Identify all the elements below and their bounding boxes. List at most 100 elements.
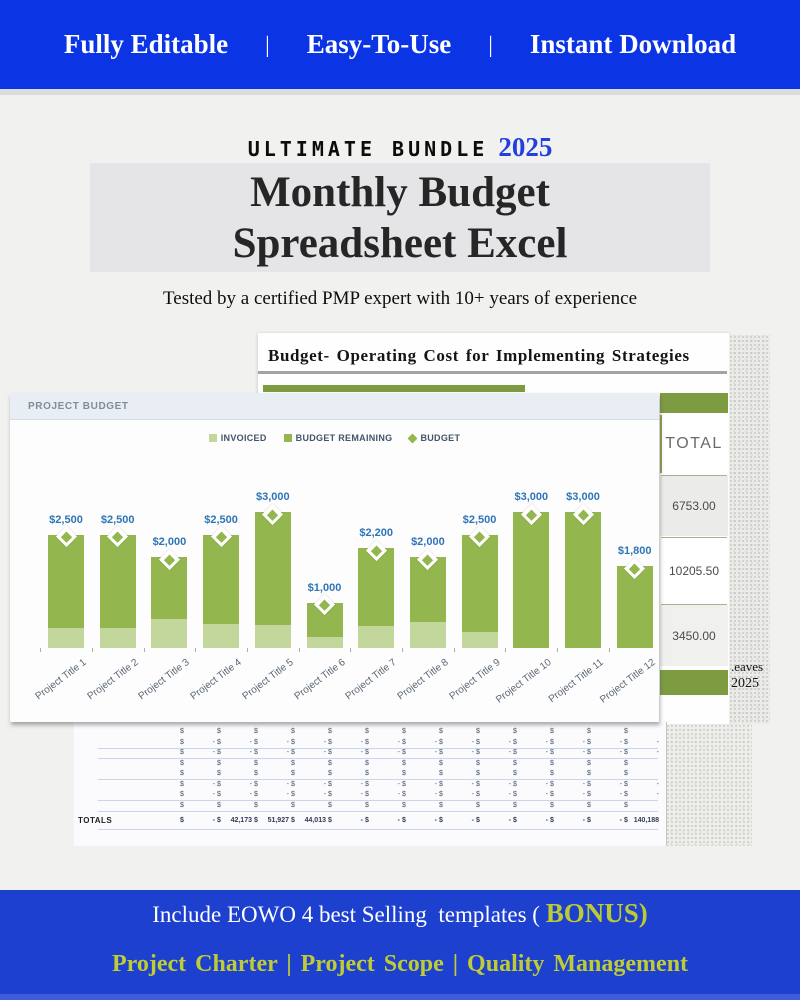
totals-cell: $51,927 bbox=[254, 817, 289, 824]
table-cell: $ - bbox=[550, 738, 585, 746]
table-cell: $ - bbox=[402, 749, 437, 756]
table-cell: $ bbox=[439, 728, 443, 735]
total-left-rule bbox=[660, 415, 662, 473]
table-cell: $ - bbox=[550, 780, 585, 788]
total-cell: 6753.00 bbox=[660, 476, 728, 536]
totals-cell: $ - bbox=[365, 817, 400, 824]
table-cell: $ bbox=[513, 728, 517, 735]
bar-invoiced-segment bbox=[306, 636, 343, 648]
legend-item: INVOICED bbox=[208, 433, 267, 443]
table-cell: $ - bbox=[291, 791, 326, 798]
table-cell: $ - bbox=[254, 780, 289, 788]
x-axis-label: Project Title 12 bbox=[597, 657, 658, 706]
banner-separator: | bbox=[265, 31, 270, 57]
bar-invoiced-segment bbox=[48, 627, 84, 648]
budget-diamond-inner-icon bbox=[629, 562, 641, 575]
totals-cell: $ - bbox=[180, 817, 215, 824]
budget-diamond-inner-icon bbox=[215, 530, 227, 543]
table-cell: $ - bbox=[180, 791, 215, 798]
total-footer-block bbox=[660, 670, 728, 695]
table-cell: $ bbox=[587, 770, 591, 777]
x-axis-tick bbox=[246, 648, 248, 652]
table-cell: $ bbox=[513, 759, 517, 767]
top-banner-edge bbox=[0, 89, 800, 95]
bar-project-8 bbox=[409, 557, 446, 648]
table-cell: $ - bbox=[624, 780, 659, 788]
total-label: TOTAL bbox=[660, 413, 728, 475]
table-cell: $ bbox=[476, 770, 480, 777]
table-cell: $ - bbox=[587, 749, 622, 756]
table-cell: $ - bbox=[254, 749, 289, 756]
totals-label: TOTALS bbox=[78, 816, 113, 825]
bar-project-11 bbox=[565, 512, 601, 648]
bar-data-label: $2,500 bbox=[100, 513, 135, 526]
table-cell: $ bbox=[291, 759, 295, 767]
legend-square-marker-icon bbox=[208, 434, 217, 442]
templates-line: Project Charter | Project Scope | Qualit… bbox=[111, 951, 689, 977]
bar-data-label: $2,500 bbox=[204, 513, 238, 526]
legend-label: BUDGET REMAINING bbox=[295, 433, 393, 443]
product-title: Monthly Budget Spreadsheet Excel bbox=[90, 163, 710, 272]
table-cell: $ - bbox=[439, 749, 474, 756]
table-cell: $ - bbox=[624, 791, 659, 798]
budget-diamond-inner-icon bbox=[525, 508, 537, 520]
totals-cell: $44,013 bbox=[291, 817, 326, 824]
table-rule bbox=[98, 747, 658, 749]
bar-project-5 bbox=[254, 512, 291, 648]
bonus-line-prefix: Include EOWO 4 best Selling templates ( bbox=[152, 902, 546, 927]
table-cell: $ bbox=[254, 801, 258, 809]
table-cell: $ - bbox=[217, 780, 252, 788]
table-cell: $ - bbox=[587, 780, 622, 788]
table-cell: $ bbox=[291, 801, 295, 809]
table-cell: $ bbox=[328, 728, 332, 735]
table-cell: $ - bbox=[217, 749, 252, 756]
table-cell: $ bbox=[365, 759, 369, 767]
table-cell: $ - bbox=[476, 738, 511, 746]
table-cell: $ bbox=[550, 801, 554, 809]
banner-item: Easy-To-Use bbox=[306, 29, 452, 59]
table-cell: $ - bbox=[587, 738, 622, 746]
table-cell: $ bbox=[624, 770, 628, 777]
table-cell: $ - bbox=[513, 791, 548, 798]
bar-data-label: $1,800 bbox=[617, 545, 652, 558]
budget-table: $ $ $ $ $ $ $ $ $ $ $ $ $ $ - $ - $ - $ - $ - $ - $ - $ - $ - $ - $ - $ - $ - $… bbox=[74, 722, 667, 846]
product-title-line2: Spreadsheet Excel bbox=[232, 220, 568, 267]
table-rule bbox=[98, 779, 658, 780]
bonus-accent: BONUS) bbox=[545, 898, 648, 928]
table-cell: $ bbox=[550, 759, 554, 767]
table-cell: $ - bbox=[513, 749, 548, 756]
table-cell: $ - bbox=[180, 749, 215, 756]
table-cell: $ bbox=[402, 728, 406, 735]
total-header-block bbox=[660, 393, 728, 413]
budget-diamond-inner-icon bbox=[60, 530, 72, 543]
bar-project-3 bbox=[151, 557, 188, 648]
totals-cell: $ - bbox=[439, 817, 474, 824]
bar-data-label: $2,500 bbox=[462, 513, 497, 526]
bar-data-label: $2,500 bbox=[49, 513, 83, 526]
bar-invoiced-segment bbox=[99, 627, 136, 648]
banner-item: Instant Download bbox=[529, 29, 737, 59]
table-cell: $ - bbox=[402, 738, 437, 746]
budget-diamond-inner-icon bbox=[370, 544, 382, 556]
bar-invoiced-segment bbox=[151, 618, 188, 648]
x-axis-tick bbox=[91, 648, 93, 652]
bar-invoiced-segment bbox=[254, 625, 291, 648]
totals-cell: $ - bbox=[513, 817, 548, 824]
bonus-line: Include EOWO 4 best Selling templates ( … bbox=[152, 898, 647, 929]
table-rule bbox=[98, 758, 658, 759]
chart-title: PROJECT BUDGET bbox=[28, 400, 129, 412]
totals-cell: $ - bbox=[402, 817, 437, 824]
table-cell: $ bbox=[624, 759, 628, 767]
table-cell: $ bbox=[328, 759, 332, 767]
table-cell: $ - bbox=[402, 780, 437, 788]
budget-diamond-inner-icon bbox=[163, 553, 176, 565]
x-axis-tick bbox=[608, 648, 610, 652]
kicker: ULTIMATE BUNDLE 2025 bbox=[0, 132, 800, 163]
budget-diamond-inner-icon bbox=[577, 508, 589, 520]
table-cell: $ - bbox=[328, 780, 363, 788]
project-budget-chart: PROJECT BUDGET $2,500 Project Title 1 $2,5… bbox=[10, 393, 659, 722]
x-axis-tick bbox=[505, 648, 507, 652]
table-cell: $ bbox=[402, 770, 406, 777]
x-axis-tick bbox=[195, 648, 197, 652]
x-axis-tick bbox=[143, 648, 145, 652]
